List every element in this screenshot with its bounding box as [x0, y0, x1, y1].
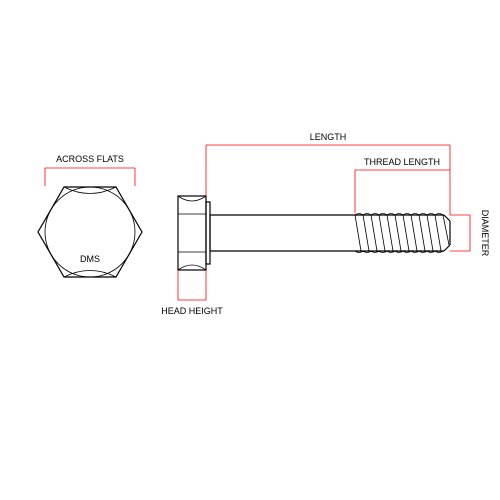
dim-length — [206, 145, 450, 215]
head-side — [178, 196, 206, 270]
label-across-flats: ACROSS FLATS — [56, 154, 124, 164]
label-thread-length: THREAD LENGTH — [364, 157, 440, 167]
label-length: LENGTH — [310, 132, 347, 142]
dim-across-flats — [45, 168, 135, 186]
label-diameter: DIAMETER — [480, 210, 490, 257]
label-head-height: HEAD HEIGHT — [161, 306, 223, 316]
bolt-diagram: ACROSS FLATS DMS — [0, 0, 500, 500]
dim-diameter — [450, 215, 470, 251]
label-dms: DMS — [80, 254, 100, 264]
dim-thread-length — [355, 170, 450, 213]
chamfer-arc-top — [64, 187, 116, 194]
dim-head-height — [178, 270, 206, 300]
chamfer-arc-bottom — [64, 271, 116, 278]
side-view — [178, 196, 450, 270]
threads — [355, 214, 449, 253]
